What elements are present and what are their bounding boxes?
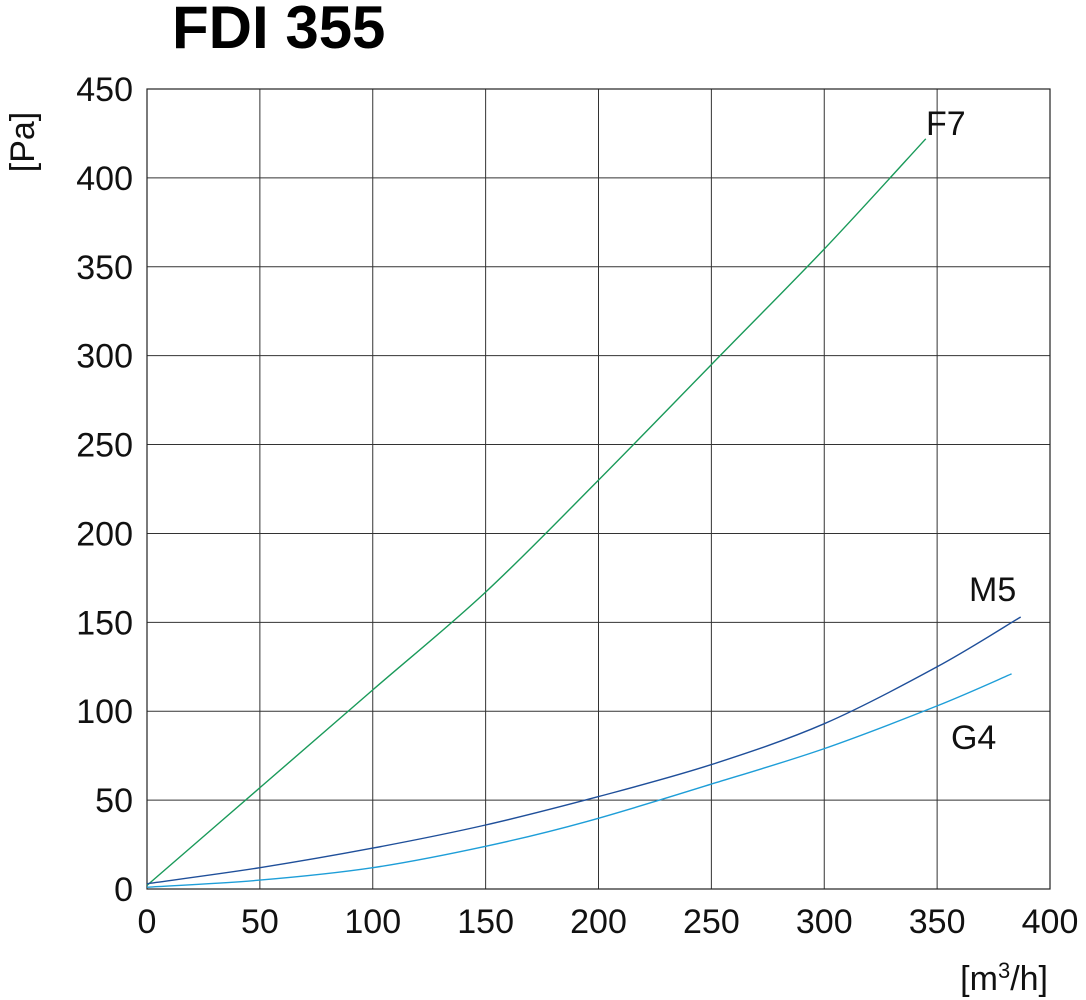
x-tick-label: 250 [683,903,740,941]
y-tick-label: 350 [76,249,133,287]
x-tick-label: 150 [457,903,514,941]
series-lines: F7 M5 G4 [146,105,1022,888]
x-tick-label: 50 [241,903,279,941]
x-axis-label-superscript: 3 [998,958,1010,983]
plot-frame [146,88,1051,890]
series-line-f7 [146,138,927,886]
series-label-g4: G4 [951,719,996,757]
x-tick-label: 300 [796,903,853,941]
y-axis-label: [Pa] [4,112,42,172]
y-tick-label: 0 [114,871,133,909]
chart-title: FDI 355 [172,0,386,61]
y-tick-label: 150 [76,604,133,642]
y-axis-ticks: 0 50 100 150 200 250 300 350 400 450 [76,71,133,909]
series-line-m5 [146,616,1022,885]
x-tick-label: 0 [138,903,157,941]
x-tick-label: 100 [344,903,401,941]
y-tick-label: 100 [76,693,133,731]
x-tick-label: 350 [909,903,966,941]
y-tick-label: 250 [76,427,133,465]
x-axis-label: [m3/h] [960,958,1048,999]
chart-grid [147,89,1050,889]
x-axis-label-tail: /h] [1010,960,1048,998]
y-tick-label: 450 [76,71,133,109]
y-tick-label: 300 [76,338,133,376]
y-tick-label: 50 [95,782,133,820]
series-label-m5: M5 [969,571,1016,609]
series-line-g4 [146,673,1012,888]
y-tick-label: 400 [76,160,133,198]
x-axis-label-base: [m [960,960,998,998]
y-tick-label: 200 [76,515,133,553]
x-tick-label: 200 [570,903,627,941]
series-label-f7: F7 [926,105,966,143]
x-tick-label: 400 [1022,903,1079,941]
x-axis-ticks: 0 50 100 150 200 250 300 350 400 [138,903,1079,941]
